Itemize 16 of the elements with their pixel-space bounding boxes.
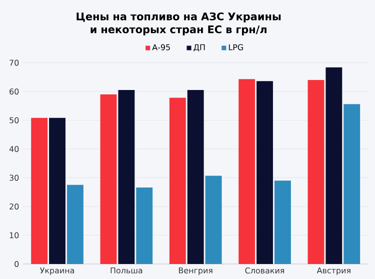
- bar: [308, 80, 324, 264]
- bar: [238, 79, 256, 264]
- bar: [49, 118, 66, 264]
- bar: [256, 81, 273, 264]
- bar: [187, 90, 204, 264]
- bar: [169, 98, 186, 264]
- bar: [205, 176, 222, 264]
- bar: [100, 94, 117, 264]
- bar: [66, 184, 84, 264]
- bar: [118, 90, 135, 264]
- bar: [344, 104, 360, 264]
- bar: [31, 118, 48, 264]
- chart-title: Цены на топливо на АЗС Украины и некоторых стран ЕС в грн/л: [76, 12, 281, 36]
- bar: [136, 188, 153, 264]
- bar: [274, 180, 291, 264]
- bar: [326, 67, 342, 264]
